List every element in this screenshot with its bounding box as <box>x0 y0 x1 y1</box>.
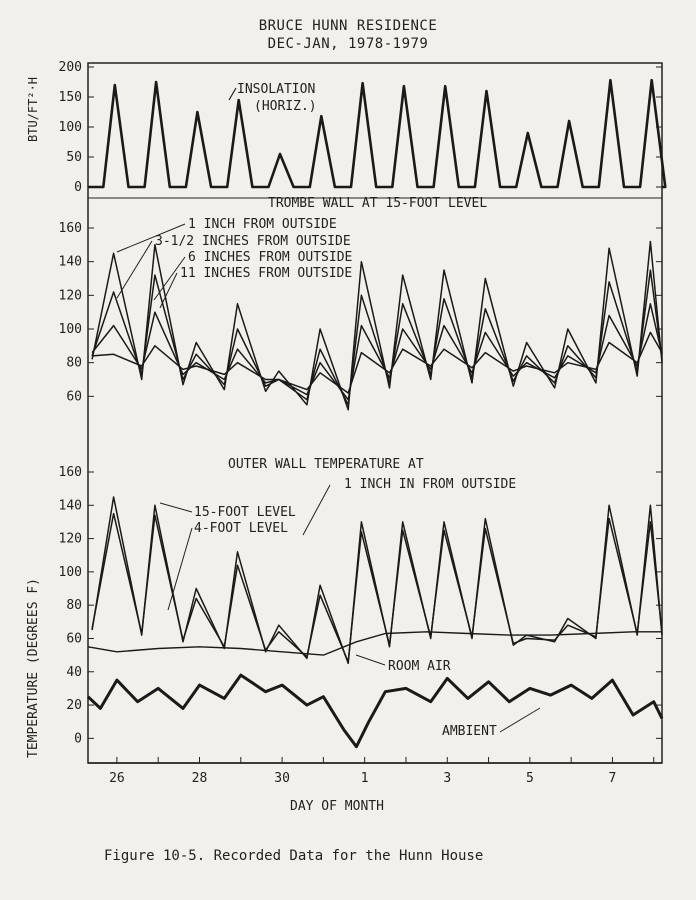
outer-panel-title: OUTER WALL TEMPERATURE AT <box>228 457 424 472</box>
outer-ytick-label-2: 40 <box>66 665 82 680</box>
outer-ytick-label-5: 100 <box>59 565 82 580</box>
tick-group: 0 50 100 150 200 60 80 100 120 140 160 0 20 40 60 80 100… <box>59 60 662 786</box>
legend-pointer-2 <box>116 240 153 299</box>
legend-pointer-1 <box>116 223 186 253</box>
trombe-ytick-label-1: 80 <box>66 356 82 371</box>
insolation-ytick-label-2: 100 <box>59 120 82 135</box>
trombe-ytick-label-2: 100 <box>59 322 82 337</box>
figure-caption: Figure 10-5. Recorded Data for the Hunn … <box>104 848 484 864</box>
insolation-ytick-label-0: 0 <box>74 180 82 195</box>
xtick-label-6: 7 <box>609 771 617 786</box>
trombe-series-2 <box>91 303 663 401</box>
legend-pointer-4 <box>159 272 178 309</box>
xtick-label-2: 30 <box>274 771 290 786</box>
trombe-ytick-label-5: 160 <box>59 221 82 236</box>
legend-pointer-3 <box>153 256 186 301</box>
chart-title: BRUCE HUNN RESIDENCE <box>258 18 438 34</box>
x-axis-label: DAY OF MONTH <box>290 799 384 814</box>
4-foot-pointer <box>167 527 193 611</box>
ambient-pointer <box>499 707 541 733</box>
outer-series-2 <box>87 631 662 656</box>
outer-series-0 <box>91 496 663 665</box>
room-air-pointer <box>355 654 386 666</box>
insolation-ytick-label-3: 150 <box>59 90 82 105</box>
one-inch-label: 1 INCH IN FROM OUTSIDE <box>344 477 516 492</box>
chart-area: 0 50 100 150 200 60 80 100 120 140 160 0 20 40 60 80 100… <box>59 60 667 814</box>
outer-ytick-label-8: 160 <box>59 465 82 480</box>
outer-series-3 <box>86 673 664 749</box>
trombe-series-1 <box>91 269 663 406</box>
outer-ytick-label-7: 140 <box>59 498 82 513</box>
trombe-ytick-label-0: 60 <box>66 389 82 404</box>
15-foot-label: 15-FOOT LEVEL <box>194 505 296 520</box>
insolation-ytick-label-4: 200 <box>59 60 82 75</box>
outer-ytick-label-3: 60 <box>66 631 82 646</box>
trombe-ytick-label-4: 140 <box>59 255 82 270</box>
insolation-label: INSOLATION <box>237 82 315 97</box>
trombe-panel-title: TROMBE WALL AT 15-FOOT LEVEL <box>268 196 487 211</box>
trombe-ytick-label-3: 120 <box>59 288 82 303</box>
xtick-label-1: 28 <box>192 771 208 786</box>
xtick-label-3: 1 <box>361 771 369 786</box>
insolation-label-horiz: (HORIZ.) <box>254 99 317 114</box>
15-foot-pointer <box>159 502 193 513</box>
legend-6-inch: 6 INCHES FROM OUTSIDE <box>188 250 352 265</box>
legend-3-1-2-inch: 3-1/2 INCHES FROM OUTSIDE <box>155 234 351 249</box>
insolation-pointer <box>228 87 237 101</box>
trombe-series-0 <box>91 240 663 411</box>
trombe-series-3 <box>92 331 663 394</box>
ambient-label: AMBIENT <box>442 724 497 739</box>
outer-ytick-label-1: 20 <box>66 698 82 713</box>
xtick-label-4: 3 <box>443 771 451 786</box>
outer-ytick-label-6: 120 <box>59 532 82 547</box>
room-air-label: ROOM AIR <box>388 659 451 674</box>
outer-ytick-label-4: 80 <box>66 598 82 613</box>
4-foot-label: 4-FOOT LEVEL <box>194 521 288 536</box>
chart-subtitle: DEC-JAN, 1978-1979 <box>267 36 429 52</box>
one-inch-pointer <box>302 484 331 536</box>
legend-1-inch: 1 INCH FROM OUTSIDE <box>188 217 337 232</box>
insolation-series-0 <box>88 78 667 189</box>
outer-series-1 <box>91 512 663 663</box>
xtick-label-0: 26 <box>109 771 125 786</box>
insolation-ytick-label-1: 50 <box>66 150 82 165</box>
outer-ytick-label-0: 0 <box>74 731 82 746</box>
xtick-label-5: 5 <box>526 771 534 786</box>
series-group <box>86 78 667 749</box>
legend-11-inch: 11 INCHES FROM OUTSIDE <box>180 266 352 281</box>
